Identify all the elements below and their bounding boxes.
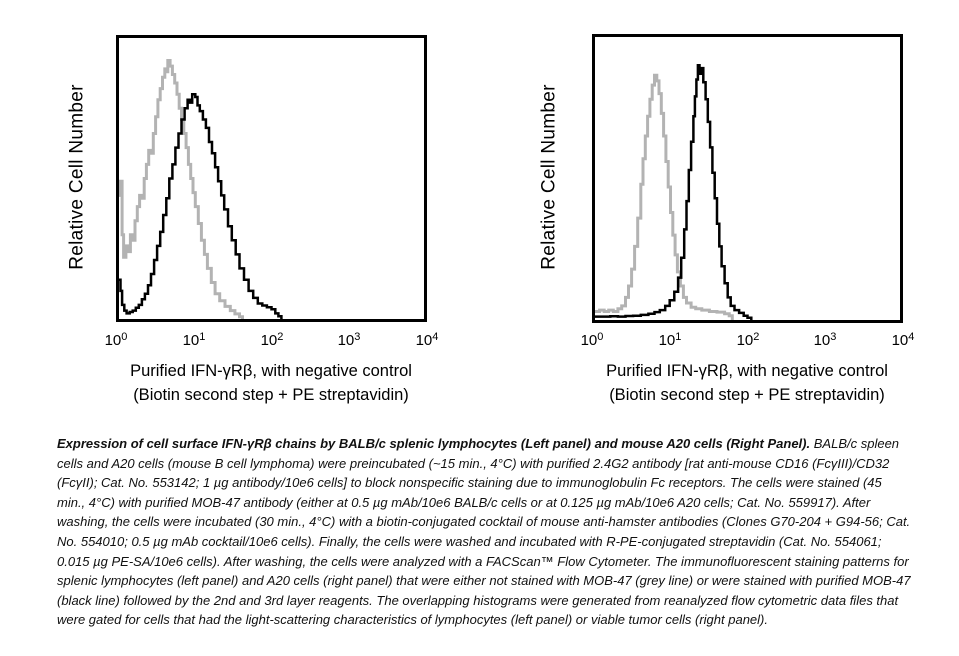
plot-area-right — [592, 34, 903, 323]
x-tick-10e0: 100 — [580, 331, 604, 349]
grey-control-curve — [119, 59, 244, 319]
x-tick-10e2: 102 — [736, 331, 760, 349]
x-tick-10e4: 104 — [891, 331, 915, 349]
flow-histogram-left — [119, 59, 283, 319]
x-axis-label-line2: (Biotin second step + PE streptavidin) — [133, 385, 409, 404]
black-stained-curve — [595, 64, 753, 320]
x-tick-10e3: 103 — [337, 331, 361, 349]
x-tick-10e0: 100 — [104, 331, 128, 349]
x-tick-10e1: 101 — [658, 331, 682, 349]
x-tick-10e3: 103 — [813, 331, 837, 349]
x-tick-10e2: 102 — [260, 331, 284, 349]
grey-control-curve — [595, 73, 734, 320]
y-axis-label-left: Relative Cell Number — [66, 84, 88, 270]
x-tick-10e1: 101 — [182, 331, 206, 349]
figure-caption: Expression of cell surface IFN-γRβ chain… — [57, 434, 913, 630]
y-axis-label-right: Relative Cell Number — [538, 84, 560, 270]
flow-histogram-right — [595, 64, 753, 320]
x-tick-10e4: 104 — [415, 331, 439, 349]
black-stained-curve — [119, 92, 283, 319]
x-axis-label-line1: Purified IFN-γRβ, with negative control — [130, 362, 412, 380]
x-axis-label-line1: Purified IFN-γRβ, with negative control — [606, 362, 888, 380]
x-axis-label-left: Purified IFN-γRβ, with negative control … — [56, 360, 486, 407]
x-axis-label-right: Purified IFN-γRβ, with negative control … — [532, 360, 959, 407]
figure-caption-body: BALB/c spleen cells and A20 cells (mouse… — [57, 436, 911, 628]
x-axis-label-line2: (Biotin second step + PE streptavidin) — [609, 385, 885, 404]
figure-caption-title: Expression of cell surface IFN-γRβ chain… — [57, 436, 811, 451]
plot-area-left — [116, 35, 427, 322]
